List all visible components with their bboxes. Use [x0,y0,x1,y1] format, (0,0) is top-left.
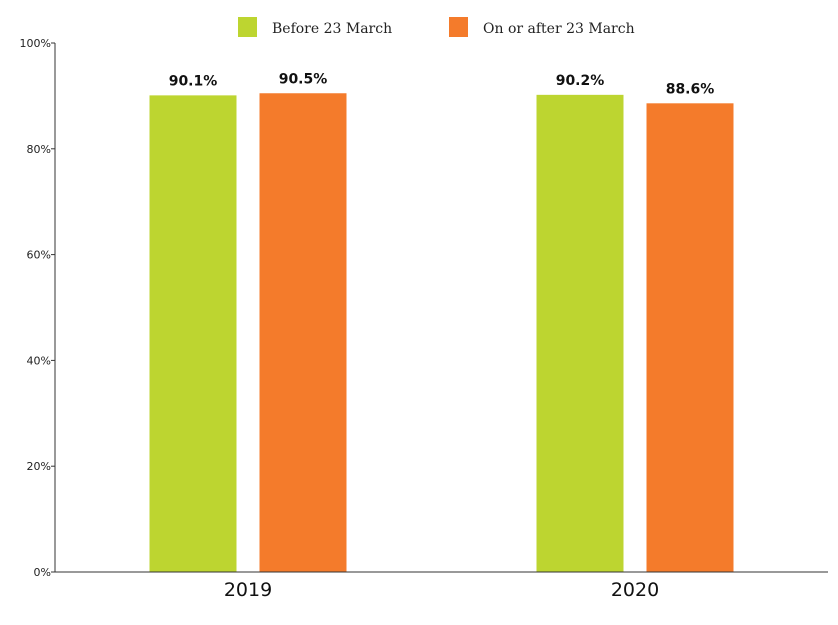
x-axis: 2019 2020 [55,571,828,601]
y-tick-label: 100% [20,37,51,50]
bar [646,103,734,572]
y-tick-label: 20% [27,460,51,473]
bar-value-label: 90.2% [556,73,605,89]
bar-value-label: 90.1% [169,73,218,89]
y-axis: 0% 20% 40% 60% 80% 100% [20,37,56,579]
x-tick-label: 2020 [611,579,659,601]
legend-swatch [449,17,468,37]
legend-label: On or after 23 March [483,21,635,37]
bars [149,93,734,572]
bar-value-label: 88.6% [666,81,715,97]
y-tick-label: 80% [27,143,51,156]
legend: Before 23 March On or after 23 March [238,17,635,37]
x-tick-label: 2019 [224,579,272,601]
bar-value-label: 90.5% [279,71,328,87]
value-labels: 90.1% 90.2% 90.5% 88.6% [169,71,715,97]
bar [259,93,347,572]
legend-label: Before 23 March [272,21,392,37]
y-tick-label: 60% [27,249,51,262]
bar [149,95,237,572]
bar [536,94,624,572]
y-tick-label: 0% [34,566,51,579]
y-tick-label: 40% [27,354,51,367]
legend-swatch [238,17,257,37]
